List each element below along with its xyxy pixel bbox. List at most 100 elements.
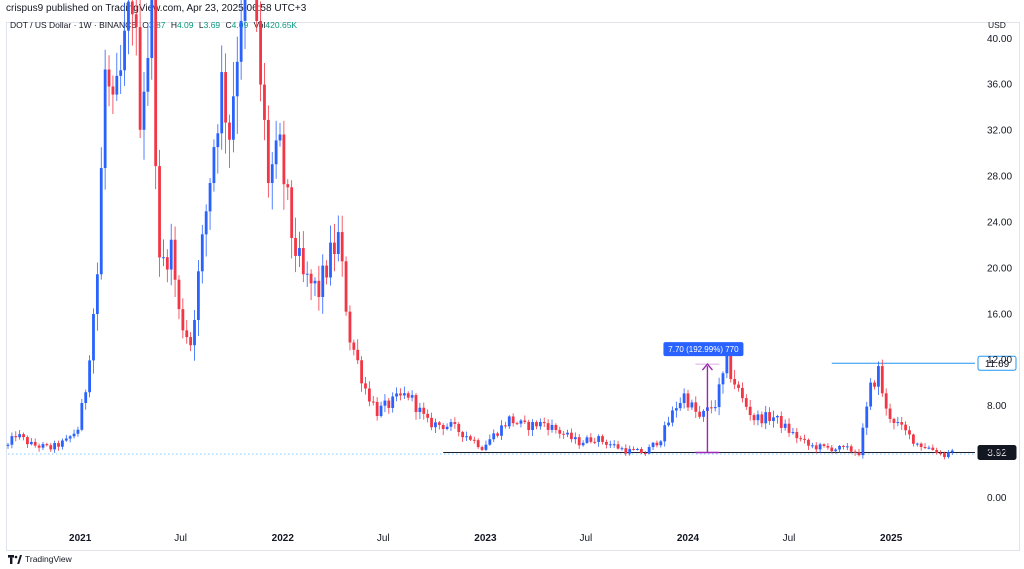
candle-down (22, 434, 25, 438)
candle-down (344, 261, 348, 312)
candle-down (364, 383, 367, 389)
ohlc-volume-value: 420.65K (265, 20, 298, 30)
candle-down (414, 395, 418, 413)
candle-down (255, 0, 259, 21)
y-axis: 0.00 4.00 8.00 12.00 16.00 20.00 24.00 28.00 32.… (987, 34, 1012, 504)
footer[interactable]: TradingView (8, 554, 72, 564)
ohlc-close-label: C (225, 20, 232, 30)
candle-down (511, 416, 515, 424)
candle-up (519, 420, 523, 424)
candle-up (142, 91, 146, 130)
candle-down (286, 184, 290, 188)
candle-up (877, 366, 880, 387)
measure-label-text: 7.70 (192.99%) 770 (668, 345, 739, 354)
candle-up (690, 402, 694, 408)
candle-down (822, 444, 826, 446)
candle-up (597, 436, 601, 442)
candle-down (309, 273, 313, 284)
candle-down (698, 411, 702, 417)
candle-up (550, 424, 554, 430)
candle-up (628, 448, 632, 454)
candle-down (333, 242, 336, 254)
candle-up (581, 442, 585, 446)
candle-down (593, 441, 597, 443)
candle-down (655, 442, 659, 446)
candle-down (807, 439, 810, 446)
candle-down (107, 69, 111, 87)
candle-up (566, 432, 569, 435)
candle-down (632, 448, 636, 450)
candle-down (111, 86, 115, 95)
candle-up (810, 445, 814, 447)
candle-up (278, 134, 282, 141)
candle-up (72, 433, 76, 437)
currency-label: USD (988, 20, 1006, 30)
candle-up (775, 416, 779, 418)
candle-down (570, 432, 573, 440)
candle-up (764, 412, 768, 424)
candle-up (61, 440, 64, 447)
candle-up (123, 30, 126, 71)
candle-down (371, 401, 375, 403)
candle-down (45, 444, 49, 446)
candle-up (193, 320, 196, 346)
candle-up (231, 96, 235, 140)
candle-up (216, 133, 220, 148)
candle-up (410, 395, 414, 398)
candle-up (838, 445, 841, 450)
candle-down (461, 432, 465, 438)
candle-up (208, 183, 212, 212)
candle-up (488, 439, 492, 445)
candle-down (904, 424, 908, 431)
candle-down (752, 415, 756, 421)
candle-up (204, 211, 208, 235)
candle-down (14, 436, 18, 438)
candle-down (154, 0, 158, 167)
candle-up (573, 437, 577, 440)
candle-down (826, 445, 830, 448)
candle-down (639, 448, 643, 454)
y-tick-label: 24.00 (987, 217, 1012, 228)
candle-up (274, 140, 278, 165)
candle-down (880, 366, 884, 394)
y-tick-label: 16.00 (987, 309, 1012, 320)
x-tick-label: Jul (579, 533, 592, 544)
candle-down (457, 423, 461, 433)
candle-down (340, 232, 344, 262)
candle-down (748, 406, 752, 416)
x-tick-label: Jul (174, 533, 187, 544)
candle-down (356, 349, 360, 361)
candle-down (301, 248, 305, 275)
candle-up (717, 384, 721, 408)
ohlc-high-label: H (170, 20, 177, 30)
candle-up (305, 273, 309, 275)
candle-up (927, 447, 931, 449)
candle-up (585, 437, 589, 443)
candle-down (923, 446, 927, 449)
y-tick-label: 36.00 (987, 80, 1012, 91)
candle-down (57, 443, 60, 447)
candle-down (527, 421, 531, 431)
candle-down (741, 387, 744, 399)
candle-up (76, 429, 80, 434)
candle-down (908, 430, 911, 435)
candle-up (88, 360, 91, 393)
candle-up (608, 444, 612, 446)
candle-up (674, 408, 678, 411)
candle-up (865, 406, 869, 428)
candle-down (422, 407, 426, 414)
candle-up (950, 450, 954, 453)
candle-down (733, 379, 737, 385)
candle-down (849, 446, 853, 452)
price-badge-label: 3.92 (987, 448, 1007, 459)
candle-up (379, 405, 383, 417)
candle-down (616, 444, 620, 449)
candle-up (383, 400, 387, 406)
candle-down (259, 20, 262, 85)
candle-up (239, 20, 243, 62)
y-tick-label: 8.00 (987, 401, 1007, 412)
y-tick-label: 20.00 (987, 263, 1012, 274)
ohlc-open-label: O (142, 20, 149, 30)
candle-down (437, 422, 441, 425)
